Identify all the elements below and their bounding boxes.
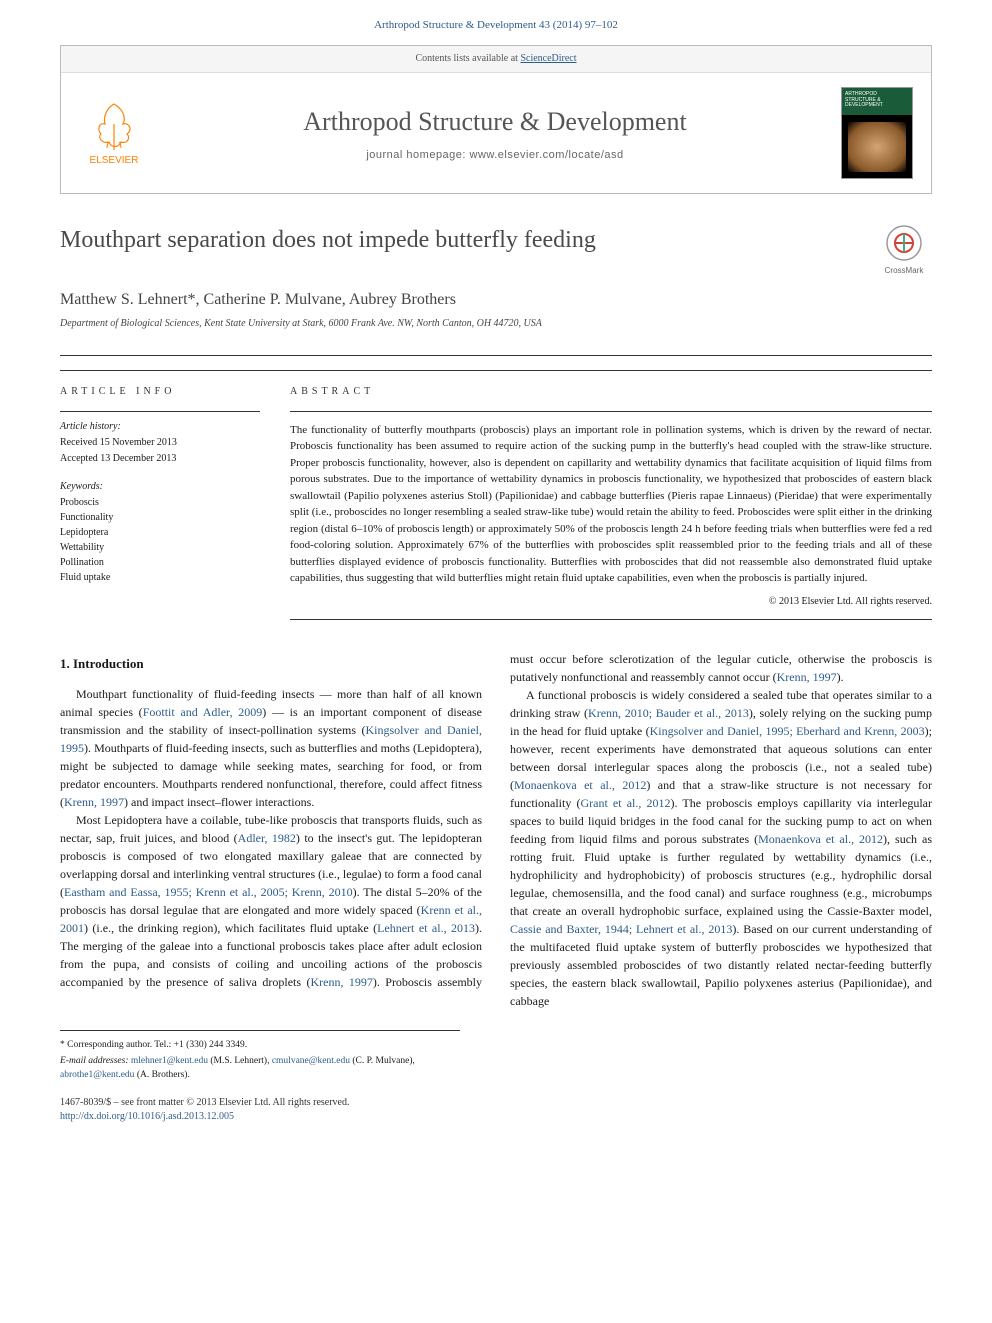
info-divider [60,411,260,412]
citation-text: Arthropod Structure & Development 43 (20… [374,19,618,31]
citation-link[interactable]: Eastham and Eassa, 1955; Krenn et al., 2… [64,885,353,899]
corresponding-author: * Corresponding author. Tel.: +1 (330) 2… [60,1039,460,1052]
abstract-divider-top [290,411,932,412]
citation-link[interactable]: Grant et al., 2012 [580,796,670,810]
text: ) (i.e., the drinking region), which fac… [84,921,377,935]
citation-link[interactable]: Cassie and Baxter, 1944; Lehnert et al.,… [510,922,732,936]
emails-label: E-mail addresses: [60,1056,131,1066]
section-heading: 1. Introduction [60,654,482,674]
citation-link[interactable]: Krenn, 2010; Bauder et al., 2013 [588,706,749,720]
crossmark-icon [885,224,923,262]
email-link[interactable]: mlehner1@kent.edu [131,1056,208,1066]
keyword: Pollination [60,556,260,570]
citation-link[interactable]: Foottit and Adler, 2009 [143,705,263,719]
article-info-column: ARTICLE INFO Article history: Received 1… [60,385,260,620]
divider [60,355,932,356]
contents-text: Contents lists available at [415,53,520,64]
page-footer: 1467-8039/$ – see front matter © 2013 El… [60,1096,932,1124]
keyword: Wettability [60,541,260,555]
citation-link[interactable]: Adler, 1982 [238,831,296,845]
history-title: Article history: [60,420,260,434]
citation-link[interactable]: Krenn, 1997 [310,975,372,989]
homepage-label: journal homepage: [366,149,469,161]
citation-link[interactable]: Monaenkova et al., 2012 [514,778,646,792]
text: ). [837,670,844,684]
elsevier-logo: ELSEVIER [79,98,149,168]
keyword: Fluid uptake [60,571,260,585]
citation-link[interactable]: Krenn, 1997 [777,670,837,684]
keyword: Lepidoptera [60,526,260,540]
abstract-column: ABSTRACT The functionality of butterfly … [290,385,932,620]
header-main: ELSEVIER Arthropod Structure & Developme… [61,73,931,193]
elsevier-logo-text: ELSEVIER [79,154,149,168]
body-paragraph: Mouthpart functionality of fluid-feeding… [60,685,482,811]
article-body: 1. Introduction Mouthpart functionality … [60,650,932,1010]
journal-homepage: journal homepage: www.elsevier.com/locat… [149,148,841,163]
keyword: Proboscis [60,496,260,510]
info-abstract-row: ARTICLE INFO Article history: Received 1… [60,370,932,620]
cover-title: ARTHROPOD STRUCTURE & DEVELOPMENT [845,92,909,109]
body-paragraph: A functional proboscis is widely conside… [510,686,932,1010]
abstract-copyright: © 2013 Elsevier Ltd. All rights reserved… [290,595,932,609]
homepage-url: www.elsevier.com/locate/asd [470,149,624,161]
abstract-text: The functionality of butterfly mouthpart… [290,422,932,587]
affiliation: Department of Biological Sciences, Kent … [60,317,932,331]
crossmark-badge[interactable]: CrossMark [876,224,932,276]
article-title: Mouthpart separation does not impede but… [60,224,596,258]
journal-name: Arthropod Structure & Development [149,104,841,140]
contents-bar: Contents lists available at ScienceDirec… [61,46,931,73]
running-header: Arthropod Structure & Development 43 (20… [0,0,992,45]
email-link[interactable]: cmulvane@kent.edu [272,1056,350,1066]
email-author: (C. P. Mulvane), [350,1056,415,1066]
email-author: (M.S. Lehnert), [208,1056,272,1066]
citation-link[interactable]: Krenn, 1997 [64,795,124,809]
sciencedirect-link[interactable]: ScienceDirect [520,53,576,64]
article-title-row: Mouthpart separation does not impede but… [60,224,932,276]
elsevier-tree-icon [87,98,141,152]
crossmark-label: CrossMark [885,266,924,275]
citation-link[interactable]: Monaenkova et al., 2012 [758,832,883,846]
abstract-heading: ABSTRACT [290,385,932,399]
email-link[interactable]: abrothe1@kent.edu [60,1070,134,1080]
citation-link[interactable]: Kingsolver and Daniel, 1995; Eberhard an… [650,724,925,738]
corresponding-footer: * Corresponding author. Tel.: +1 (330) 2… [60,1030,460,1082]
doi-link[interactable]: http://dx.doi.org/10.1016/j.asd.2013.12.… [60,1111,234,1122]
journal-cover-thumb: ARTHROPOD STRUCTURE & DEVELOPMENT [841,87,913,179]
email-author: (A. Brothers). [134,1070,189,1080]
issn-line: 1467-8039/$ – see front matter © 2013 El… [60,1096,932,1110]
journal-header-box: Contents lists available at ScienceDirec… [60,45,932,194]
keywords-title: Keywords: [60,480,260,494]
text: ) and impact insect–flower interactions. [124,795,314,809]
header-center: Arthropod Structure & Development journa… [149,104,841,164]
accepted-date: Accepted 13 December 2013 [60,452,260,466]
abstract-divider-bottom [290,619,932,620]
email-addresses: E-mail addresses: mlehner1@kent.edu (M.S… [60,1055,460,1082]
citation-link[interactable]: Lehnert et al., 2013 [377,921,475,935]
received-date: Received 15 November 2013 [60,436,260,450]
keyword: Functionality [60,511,260,525]
cover-image-icon [848,122,906,172]
article-info-heading: ARTICLE INFO [60,385,260,399]
author-list: Matthew S. Lehnert*, Catherine P. Mulvan… [60,289,932,311]
